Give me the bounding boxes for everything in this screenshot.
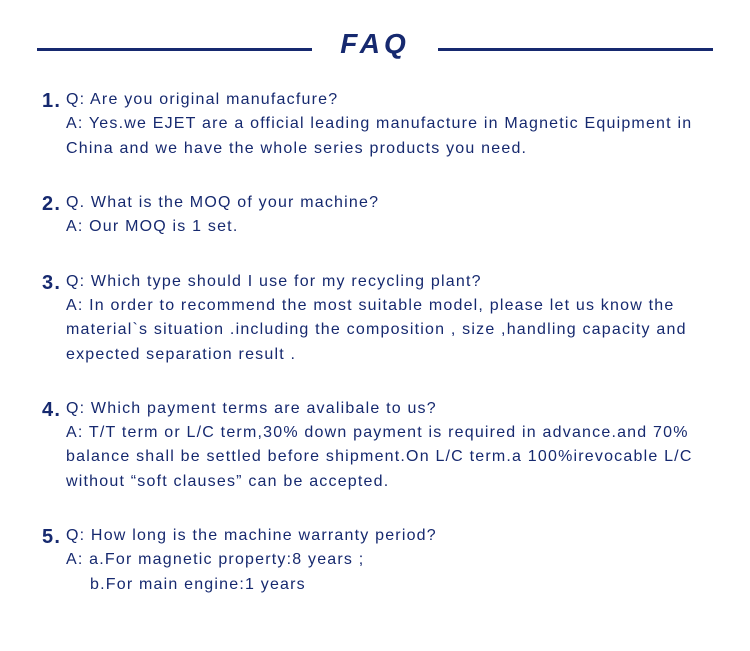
faq-body: Q: Are you original manufacfure? A: Yes.…	[66, 88, 710, 161]
faq-question: Q: Are you original manufacfure?	[66, 88, 710, 112]
faq-question: Q: Which payment terms are avalibale to …	[66, 397, 710, 421]
faq-answer: A: Yes.we EJET are a official leading ma…	[66, 112, 710, 161]
faq-answer: A: T/T term or L/C term,30% down payment…	[66, 421, 710, 494]
faq-number: 3.	[42, 270, 66, 296]
faq-title: FAQ	[340, 28, 410, 60]
faq-item: 1. Q: Are you original manufacfure? A: Y…	[42, 88, 710, 161]
faq-question: Q: Which type should I use for my recycl…	[66, 270, 710, 294]
header-rule-left	[37, 48, 312, 51]
faq-body: Q: Which payment terms are avalibale to …	[66, 397, 710, 494]
faq-answer: A: a.For magnetic property:8 years ;	[66, 548, 437, 572]
header-rule-right	[438, 48, 713, 51]
faq-number: 2.	[42, 191, 66, 217]
faq-number: 1.	[42, 88, 66, 114]
faq-answer: A: In order to recommend the most suitab…	[66, 294, 710, 367]
faq-item: 3. Q: Which type should I use for my rec…	[42, 270, 710, 367]
faq-list: 1. Q: Are you original manufacfure? A: Y…	[0, 70, 750, 597]
faq-answer: A: Our MOQ is 1 set.	[66, 215, 379, 239]
faq-body: Q: Which type should I use for my recycl…	[66, 270, 710, 367]
faq-body: Q: How long is the machine warranty peri…	[66, 524, 437, 597]
faq-item: 4. Q: Which payment terms are avalibale …	[42, 397, 710, 494]
faq-answer-sub: b.For main engine:1 years	[66, 573, 437, 597]
faq-item: 5. Q: How long is the machine warranty p…	[42, 524, 710, 597]
faq-body: Q. What is the MOQ of your machine? A: O…	[66, 191, 379, 240]
faq-question: Q: How long is the machine warranty peri…	[66, 524, 437, 548]
faq-number: 5.	[42, 524, 66, 550]
faq-number: 4.	[42, 397, 66, 423]
faq-header: FAQ	[0, 0, 750, 70]
faq-question: Q. What is the MOQ of your machine?	[66, 191, 379, 215]
faq-item: 2. Q. What is the MOQ of your machine? A…	[42, 191, 710, 240]
